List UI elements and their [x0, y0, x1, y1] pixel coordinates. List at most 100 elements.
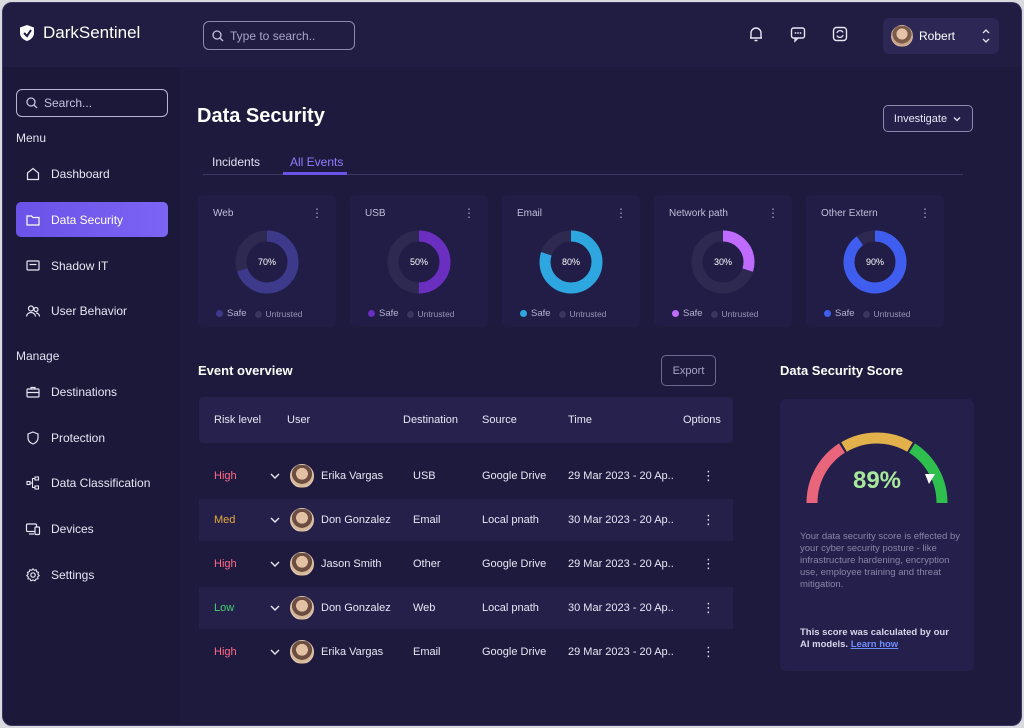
- chevron-down-icon[interactable]: [269, 470, 281, 482]
- column-header[interactable]: Source: [482, 414, 517, 426]
- more-vertical-icon[interactable]: ⋮: [767, 206, 779, 220]
- sidebar-item-data-classification[interactable]: Data Classification: [16, 465, 168, 500]
- sidebar-search-input[interactable]: Search...: [16, 89, 168, 117]
- channel-card[interactable]: Web ⋮ 70% Safe Untrusted: [198, 195, 336, 327]
- header-search-input[interactable]: Type to search..: [203, 21, 355, 50]
- column-header[interactable]: Risk level: [214, 414, 262, 426]
- user-name: Jason Smith: [321, 558, 382, 570]
- chevron-down-icon[interactable]: [269, 558, 281, 570]
- table-row[interactable]: High Erika Vargas USB Google Drive 29 Mar 20…: [199, 455, 733, 497]
- search-icon: [212, 29, 224, 41]
- avatar: [290, 640, 314, 664]
- channel-card[interactable]: Other Extern ⋮ 90% Safe Untrusted: [806, 195, 944, 327]
- main-content: Data Security Investigate Incidents All …: [180, 67, 1021, 725]
- more-vertical-icon[interactable]: ⋮: [615, 206, 627, 220]
- active-tab-indicator: [283, 172, 347, 175]
- time: 29 Mar 2023 - 20 Ap..: [568, 558, 674, 570]
- more-vertical-icon[interactable]: ⋮: [702, 468, 715, 483]
- sidebar-item-label: Data Security: [51, 212, 124, 227]
- sidebar-item-devices[interactable]: Devices: [16, 511, 168, 546]
- risk-level: Low: [214, 602, 235, 614]
- sidebar-item-destinations[interactable]: Destinations: [16, 374, 168, 409]
- channel-card[interactable]: Email ⋮ 80% Safe Untrusted: [502, 195, 640, 327]
- section-manage-title: Manage: [16, 349, 60, 363]
- legend-untrusted: Untrusted: [558, 309, 606, 319]
- more-vertical-icon[interactable]: ⋮: [919, 206, 931, 220]
- card-title: Web: [213, 208, 234, 219]
- more-vertical-icon[interactable]: ⋮: [702, 556, 715, 571]
- donut-legend: Safe Untrusted: [520, 308, 606, 319]
- score-gauge: [806, 432, 948, 504]
- table-row[interactable]: High Erika Vargas Email Google Drive 29 Mar …: [199, 631, 733, 673]
- column-header[interactable]: User: [287, 414, 311, 426]
- briefcase-icon: [26, 386, 40, 398]
- legend-safe: Safe: [368, 308, 399, 319]
- export-button[interactable]: Export: [661, 355, 716, 386]
- donut-legend: Safe Untrusted: [216, 308, 302, 319]
- user-name: Robert: [919, 29, 956, 43]
- users-icon: [25, 304, 41, 317]
- avatar: [290, 464, 314, 488]
- tab-bar: Incidents All Events: [203, 153, 963, 175]
- sidebar-item-dashboard[interactable]: Dashboard: [16, 156, 168, 191]
- sidebar-item-protection[interactable]: Protection: [16, 420, 168, 455]
- table-row[interactable]: Med Don Gonzalez Email Local pnath 30 Mar 20…: [199, 499, 733, 541]
- sidebar-item-label: Settings: [51, 567, 95, 582]
- chat-icon[interactable]: [789, 25, 807, 43]
- column-header[interactable]: Time: [568, 414, 593, 426]
- sidebar-item-shadow-it[interactable]: Shadow IT: [16, 248, 168, 283]
- tab-incidents[interactable]: Incidents: [212, 155, 261, 169]
- more-vertical-icon[interactable]: ⋮: [702, 644, 715, 659]
- chevron-down-icon[interactable]: [269, 602, 281, 614]
- folder-icon: [26, 214, 40, 226]
- more-vertical-icon[interactable]: ⋮: [463, 206, 475, 220]
- user-name: Erika Vargas: [321, 646, 384, 658]
- donut-chart: [843, 230, 907, 294]
- risk-level: High: [214, 470, 237, 482]
- more-vertical-icon[interactable]: ⋮: [311, 206, 323, 220]
- sidebar: Search... Menu Dashboard Data Security S…: [3, 67, 180, 725]
- column-header[interactable]: Options: [683, 414, 721, 426]
- score-note: This score was calculated by our AI mode…: [800, 627, 960, 651]
- table-row[interactable]: Low Don Gonzalez Web Local pnath 30 Mar 2023…: [199, 587, 733, 629]
- sidebar-item-data-security[interactable]: Data Security: [16, 202, 168, 237]
- donut-percent: 50%: [409, 257, 428, 267]
- destination: Other: [413, 558, 441, 570]
- top-bar: DarkSentinel Type to search.. Robert: [3, 3, 1021, 67]
- gauge-pointer: [925, 474, 935, 484]
- tab-all-events[interactable]: All Events: [290, 155, 344, 169]
- sidebar-item-settings[interactable]: Settings: [16, 557, 168, 592]
- header-actions: [747, 25, 849, 43]
- donut-percent: 80%: [561, 257, 580, 267]
- learn-how-link[interactable]: Learn how: [850, 639, 899, 650]
- channel-card[interactable]: USB ⋮ 50% Safe Untrusted: [350, 195, 488, 327]
- source: Google Drive: [482, 470, 547, 482]
- sidebar-item-label: Protection: [51, 430, 106, 445]
- legend-untrusted: Untrusted: [710, 309, 758, 319]
- avatar: [891, 25, 913, 47]
- chevron-down-icon[interactable]: [269, 514, 281, 526]
- more-vertical-icon[interactable]: ⋮: [702, 512, 715, 527]
- more-vertical-icon[interactable]: ⋮: [702, 600, 715, 615]
- bell-icon[interactable]: [747, 25, 765, 43]
- home-icon: [26, 167, 40, 180]
- sidebar-item-label: Shadow IT: [51, 258, 109, 273]
- table-row[interactable]: High Jason Smith Other Google Drive 29 Mar 2…: [199, 543, 733, 585]
- chevron-down-icon[interactable]: [269, 646, 281, 658]
- card-title: Email: [517, 208, 543, 219]
- user-name: Don Gonzalez: [321, 514, 391, 526]
- investigate-dropdown[interactable]: Investigate: [883, 105, 973, 132]
- legend-safe: Safe: [672, 308, 703, 319]
- legend-safe: Safe: [216, 308, 247, 319]
- time: 30 Mar 2023 - 20 Ap..: [568, 514, 674, 526]
- sidebar-item-user-behavior[interactable]: User Behavior: [16, 293, 168, 328]
- column-header[interactable]: Destination: [403, 414, 459, 426]
- brand-logo[interactable]: DarkSentinel: [17, 23, 140, 43]
- donut-chart: [235, 230, 299, 294]
- card-title: USB: [365, 208, 386, 219]
- destination: Email: [413, 514, 441, 526]
- sidebar-item-label: Data Classification: [51, 475, 151, 490]
- user-menu[interactable]: Robert: [883, 18, 999, 54]
- channel-card[interactable]: Network path ⋮ 30% Safe Untrusted: [654, 195, 792, 327]
- sync-icon[interactable]: [831, 25, 849, 43]
